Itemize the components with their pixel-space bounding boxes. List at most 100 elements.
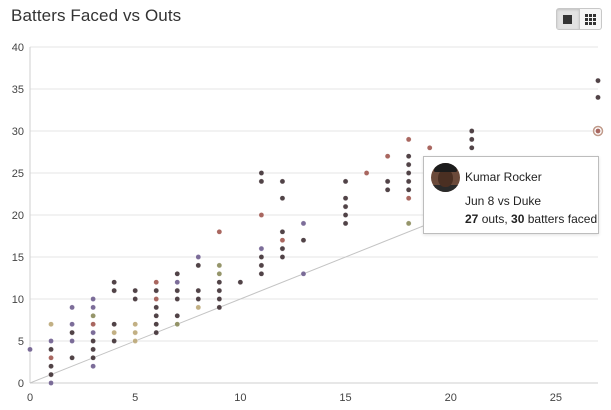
tooltip-player-name: Kumar Rocker xyxy=(465,170,542,184)
y-tick-label: 35 xyxy=(12,84,24,96)
x-tick-label: 0 xyxy=(27,392,33,404)
chart-view-button[interactable] xyxy=(557,9,579,29)
x-tick-label: 5 xyxy=(132,392,138,404)
data-point xyxy=(342,178,349,185)
data-point xyxy=(595,94,601,101)
data-point xyxy=(279,195,286,201)
data-point xyxy=(279,178,286,185)
data-point xyxy=(174,321,181,328)
tooltip-outs: 27 xyxy=(465,212,479,226)
data-point xyxy=(153,287,160,294)
data-point xyxy=(405,178,412,185)
data-point xyxy=(279,237,286,243)
data-point xyxy=(111,338,117,344)
data-point xyxy=(153,329,160,336)
data-point xyxy=(174,279,181,286)
data-point xyxy=(405,136,412,143)
data-point xyxy=(342,195,349,201)
data-point xyxy=(69,338,75,344)
data-point xyxy=(90,363,96,370)
data-point xyxy=(258,178,265,185)
data-point xyxy=(69,304,75,311)
view-toggle xyxy=(556,8,602,30)
tooltip-batters: 30 xyxy=(511,212,525,226)
highlighted-point-ring xyxy=(592,125,604,137)
y-tick-label: 20 xyxy=(12,210,24,222)
tooltip-stats: 27 outs, 30 batters faced xyxy=(465,212,597,226)
data-point xyxy=(258,170,265,176)
data-point xyxy=(48,354,54,361)
data-point xyxy=(384,153,391,159)
data-point xyxy=(174,296,181,302)
data-point xyxy=(195,296,202,302)
data-point xyxy=(132,321,138,328)
data-point xyxy=(27,346,33,353)
data-point xyxy=(300,220,307,227)
data-point xyxy=(300,270,307,277)
y-tick-label: 25 xyxy=(12,168,24,180)
data-point xyxy=(216,304,223,311)
data-point xyxy=(384,178,391,185)
data-point xyxy=(48,346,54,353)
data-point xyxy=(195,254,202,260)
data-point xyxy=(153,312,160,319)
data-point xyxy=(258,262,265,269)
data-point xyxy=(111,321,117,328)
data-point xyxy=(90,321,96,328)
square-icon xyxy=(563,14,573,24)
data-point xyxy=(216,270,223,277)
data-point xyxy=(279,254,286,260)
data-point xyxy=(90,296,96,302)
data-point xyxy=(258,245,265,252)
y-tick-label: 40 xyxy=(12,42,24,54)
data-point xyxy=(153,304,160,311)
y-tick-label: 10 xyxy=(12,294,24,306)
data-point xyxy=(153,279,160,286)
data-point xyxy=(258,212,265,218)
data-point xyxy=(132,329,138,336)
axes xyxy=(29,47,598,384)
data-point xyxy=(195,287,202,294)
data-point xyxy=(300,237,307,243)
point-tooltip: Kumar Rocker Jun 8 vs Duke 27 outs, 30 b… xyxy=(423,156,599,234)
data-point xyxy=(90,354,96,361)
data-point xyxy=(216,296,223,302)
data-point xyxy=(69,321,75,328)
data-point xyxy=(132,338,138,344)
data-point xyxy=(69,329,75,336)
data-point xyxy=(405,153,412,159)
data-point xyxy=(48,338,54,344)
y-tick-label: 0 xyxy=(18,378,24,390)
data-point xyxy=(195,304,202,311)
grid-view-button[interactable] xyxy=(578,9,602,29)
data-point xyxy=(90,312,96,319)
data-point xyxy=(258,270,265,277)
data-point xyxy=(132,296,138,302)
data-point xyxy=(405,186,412,193)
data-point xyxy=(595,128,601,134)
data-point xyxy=(468,144,475,151)
chart-title: Batters Faced vs Outs xyxy=(11,6,182,25)
y-tick-label: 5 xyxy=(18,336,24,348)
tooltip-outs-suffix: outs, xyxy=(478,212,512,226)
data-point xyxy=(174,287,181,294)
tooltip-batters-suffix: batters faced xyxy=(524,212,598,226)
data-point xyxy=(279,228,286,235)
data-point xyxy=(405,195,412,201)
data-point xyxy=(595,77,601,84)
data-point xyxy=(111,329,117,336)
data-point xyxy=(153,296,160,302)
data-point xyxy=(174,270,181,277)
data-point xyxy=(216,287,223,294)
data-point xyxy=(237,279,244,286)
data-point xyxy=(342,220,349,227)
data-point xyxy=(153,321,160,328)
y-tick-label: 30 xyxy=(12,126,24,138)
data-point xyxy=(90,338,96,344)
tooltip-game: Jun 8 vs Duke xyxy=(465,194,542,208)
data-point xyxy=(216,279,223,286)
x-tick-label: 15 xyxy=(339,392,351,404)
tick-labels: 0 5 10 15 20 25 30 35 40 0 5 10 15 20 25 xyxy=(12,42,562,404)
data-point xyxy=(111,279,117,286)
y-tick-label: 15 xyxy=(12,252,24,264)
